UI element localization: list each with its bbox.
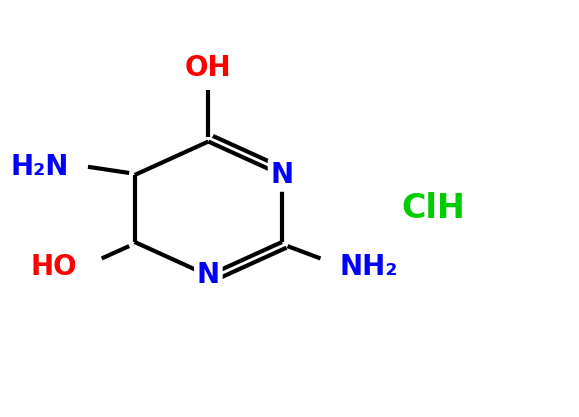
Text: HO: HO	[30, 253, 77, 281]
Text: H₂N: H₂N	[10, 153, 69, 181]
Text: ClH: ClH	[401, 192, 466, 225]
Text: NH₂: NH₂	[340, 253, 398, 281]
Text: N: N	[270, 161, 294, 189]
Text: N: N	[197, 261, 220, 289]
Text: OH: OH	[185, 54, 232, 82]
